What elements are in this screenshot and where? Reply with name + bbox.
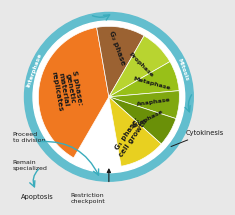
Text: Metaphase: Metaphase <box>132 76 171 91</box>
Text: Anaphase: Anaphase <box>136 97 171 107</box>
Text: Interphase: Interphase <box>26 52 43 88</box>
Wedge shape <box>38 27 109 158</box>
Text: G₂ phase: G₂ phase <box>108 30 126 66</box>
Text: Telophase: Telophase <box>131 109 164 130</box>
Wedge shape <box>109 97 176 144</box>
Text: Restriction
checkpoint: Restriction checkpoint <box>70 193 105 204</box>
Text: S phase:
genetic
material
replicates: S phase: genetic material replicates <box>50 67 84 112</box>
Text: Prophase: Prophase <box>127 52 154 78</box>
Circle shape <box>24 12 193 181</box>
Wedge shape <box>109 36 170 97</box>
Text: G₁ phase:
cell growth: G₁ phase: cell growth <box>113 114 149 158</box>
Text: Apoptosis: Apoptosis <box>21 194 54 200</box>
Text: Remain
specialized: Remain specialized <box>13 160 48 170</box>
Wedge shape <box>109 97 161 166</box>
Text: Mitosis: Mitosis <box>177 58 190 82</box>
Text: Proceed
to division: Proceed to division <box>13 132 45 143</box>
Wedge shape <box>97 26 144 97</box>
Circle shape <box>33 21 185 173</box>
Wedge shape <box>109 91 179 119</box>
Text: Cytokinesis: Cytokinesis <box>171 130 224 147</box>
Wedge shape <box>109 61 179 97</box>
